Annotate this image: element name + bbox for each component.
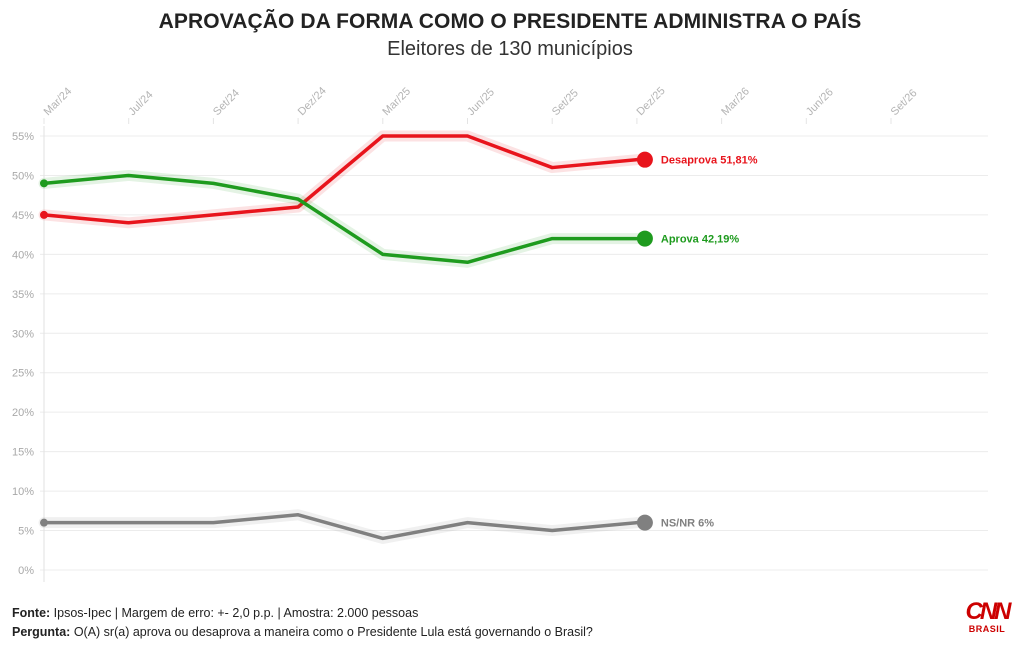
series-line	[42, 173, 639, 265]
chart-subtitle: Eleitores de 130 municípios	[387, 38, 633, 60]
x-tick-label: Set/24	[211, 87, 242, 118]
series-start-point	[40, 210, 48, 219]
x-tick-label: Jun/26	[804, 86, 836, 118]
series-end-point	[636, 514, 653, 531]
x-tick-label: Set/25	[550, 87, 581, 118]
x-tick-label: Mar/24	[42, 85, 75, 118]
series-end-point	[636, 230, 653, 247]
series-start-point	[40, 518, 48, 527]
x-tick-label: Mar/25	[380, 85, 413, 118]
series-end-label: Aprova 42,19%	[661, 234, 739, 246]
y-tick-label: 5%	[18, 526, 34, 538]
footer-question: Pergunta: O(A) sr(a) aprova ou desaprova…	[12, 625, 593, 639]
series-end-label: Desaprova 51,81%	[661, 155, 758, 167]
y-tick-label: 15%	[12, 447, 34, 459]
y-tick-label: 20%	[12, 407, 34, 419]
line-chart: Mar/24 Jul/24 Set/24 Dez/24 Mar/25 Jun/25 Set/…	[12, 85, 988, 582]
footer-question-label: Pergunta:	[12, 625, 71, 639]
x-tick-label: Jun/25	[465, 86, 497, 118]
logo-sub-text: BRASIL	[968, 624, 1006, 634]
x-tick-label: Dez/24	[296, 85, 329, 118]
y-tick-label: 0%	[18, 565, 34, 577]
footer-question-text: O(A) sr(a) aprova ou desaprova a maneira…	[70, 625, 593, 639]
x-axis-tick-labels: Mar/24 Jul/24 Set/24 Dez/24 Mar/25 Jun/25 Set/…	[42, 85, 920, 118]
y-tick-label: 30%	[12, 328, 34, 340]
x-tick-label: Dez/25	[635, 85, 668, 118]
y-tick-label: 10%	[12, 486, 34, 498]
series-line	[42, 513, 639, 541]
y-tick-label: 40%	[12, 249, 34, 261]
y-tick-label: 25%	[12, 368, 34, 380]
footer-source-text: Ipsos-Ipec | Margem de erro: +- 2,0 p.p.…	[50, 606, 419, 620]
y-axis-tick-labels: 0% 5% 10% 15% 20% 25% 30% 35% 40% 45% 50% 55%	[12, 131, 34, 577]
y-tick-label: 35%	[12, 289, 34, 301]
cnn-brasil-logo: CNN BRASIL	[960, 600, 1014, 640]
x-tick-label: Mar/26	[719, 85, 752, 118]
series-end-label: NS/NR 6%	[661, 518, 714, 530]
y-tick-label: 50%	[12, 170, 34, 182]
y-tick-label: 45%	[12, 210, 34, 222]
series-layer: Desaprova 51,81% Aprova 42,19% NS/NR 6%	[38, 130, 758, 544]
series-line	[42, 134, 639, 225]
y-tick-label: 55%	[12, 131, 34, 143]
logo-main-text: CNN	[965, 598, 1012, 625]
series-end-point	[636, 151, 653, 168]
grid-layer	[40, 118, 988, 582]
chart-title: APROVAÇÃO DA FORMA COMO O PRESIDENTE ADM…	[158, 10, 862, 33]
series-start-point	[40, 179, 48, 188]
footer-source: Fonte: Ipsos-Ipec | Margem de erro: +- 2…	[12, 606, 418, 620]
x-tick-label: Set/26	[889, 87, 920, 118]
x-tick-label: Jul/24	[126, 89, 155, 118]
footer-source-label: Fonte:	[12, 606, 51, 620]
